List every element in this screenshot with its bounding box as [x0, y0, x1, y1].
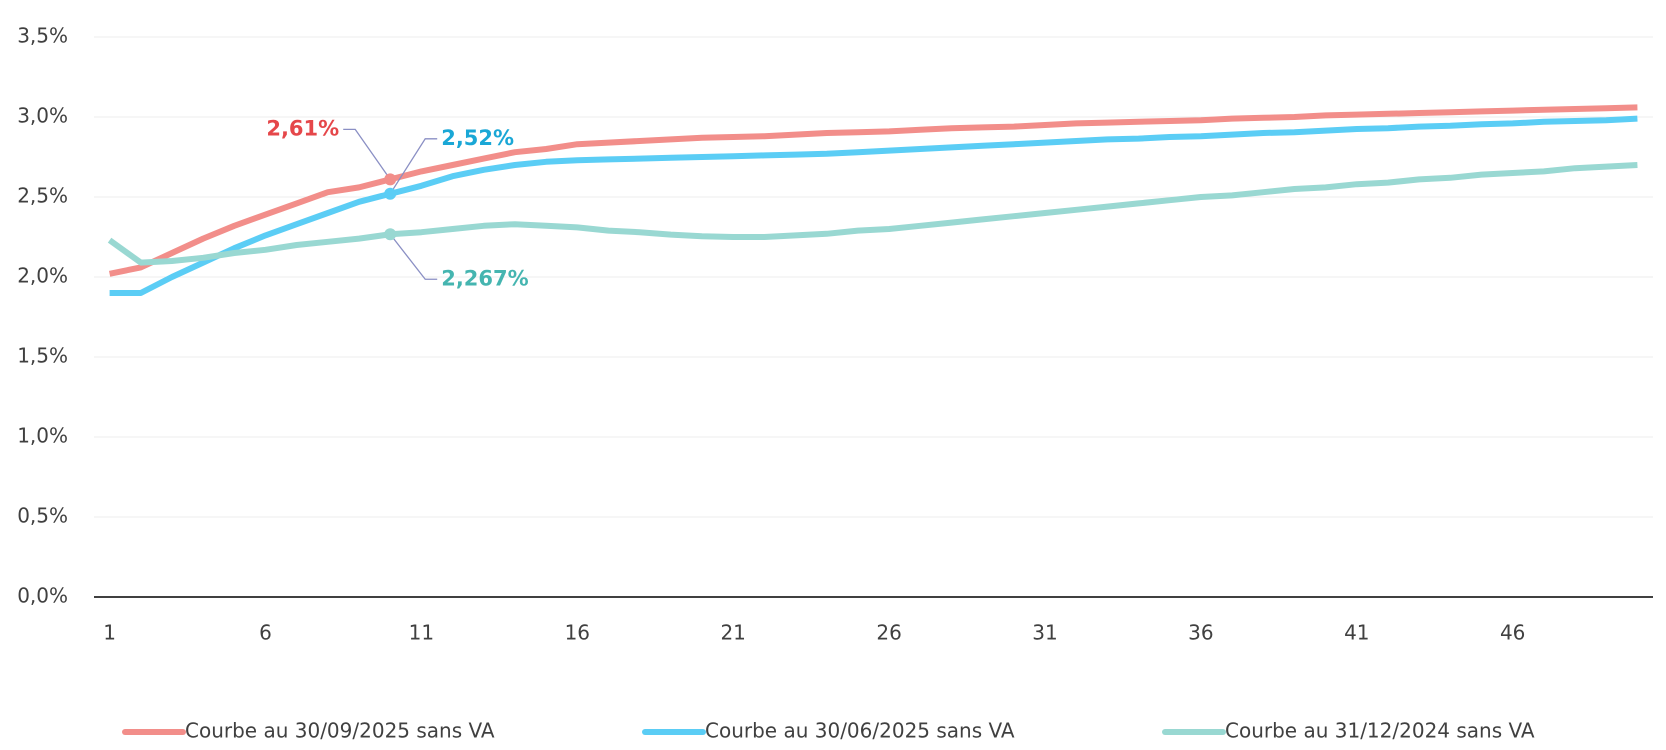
- x-tick-label: 36: [1188, 621, 1213, 645]
- x-tick-label: 11: [409, 621, 434, 645]
- y-tick-label: 0,5%: [17, 504, 68, 528]
- annotation-leader: [389, 233, 438, 280]
- legend-label: Courbe au 30/09/2025 sans VA: [185, 719, 495, 743]
- annotation-leader: [389, 138, 438, 195]
- x-tick-label: 1: [103, 621, 116, 645]
- annotation-label: 2,61%: [266, 116, 339, 140]
- annotation-leader: [343, 128, 391, 180]
- annotation-point: [384, 173, 397, 186]
- y-tick-label: 0,0%: [17, 584, 68, 608]
- annotation-point: [384, 187, 397, 200]
- series-line: [109, 115, 1638, 296]
- x-tick-label: 6: [259, 621, 272, 645]
- series-line: [107, 162, 1638, 266]
- x-tick-label: 41: [1344, 621, 1369, 645]
- series-line: [108, 104, 1638, 277]
- annotation-point: [384, 228, 397, 241]
- legend-label: Courbe au 31/12/2024 sans VA: [1225, 719, 1535, 743]
- x-tick-label: 16: [565, 621, 590, 645]
- y-tick-label: 1,0%: [17, 424, 68, 448]
- legend-label: Courbe au 30/06/2025 sans VA: [705, 719, 1015, 743]
- annotation-label: 2,52%: [441, 126, 514, 150]
- x-tick-label: 26: [876, 621, 901, 645]
- y-tick-label: 2,5%: [17, 184, 68, 208]
- y-tick-label: 1,5%: [17, 344, 68, 368]
- y-tick-label: 2,0%: [17, 264, 68, 288]
- x-tick-label: 46: [1500, 621, 1525, 645]
- y-tick-label: 3,5%: [17, 24, 68, 48]
- annotation-label: 2,267%: [441, 266, 528, 290]
- y-tick-label: 3,0%: [17, 104, 68, 128]
- x-tick-label: 21: [720, 621, 745, 645]
- x-tick-label: 31: [1032, 621, 1057, 645]
